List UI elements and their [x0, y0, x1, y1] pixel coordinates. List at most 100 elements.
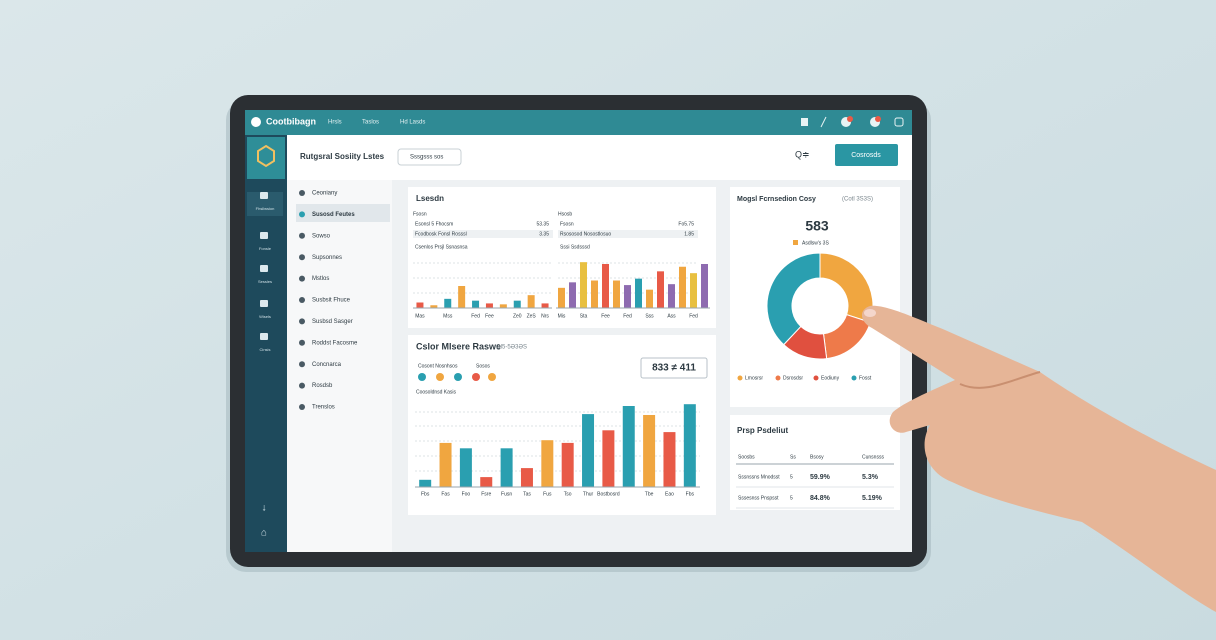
kpi-value: 583: [805, 218, 829, 234]
menu-icon[interactable]: [299, 254, 305, 261]
badge: [875, 116, 881, 122]
x-tick-label: Thur: [583, 491, 594, 497]
table-header: Bsosy: [810, 454, 824, 460]
sidebar-label: Fhsllwsion: [256, 206, 275, 211]
menu-item[interactable]: Concnarca: [312, 362, 342, 368]
table-cell: Rsososod Nosostlosuo: [560, 231, 611, 237]
top-icon: [801, 118, 808, 126]
sidebar-logo: [247, 137, 285, 179]
table-header: Ss: [790, 454, 796, 460]
nav-link[interactable]: Taslos: [362, 120, 379, 126]
bar: [668, 284, 675, 308]
table-cell: 84.8%: [810, 495, 831, 502]
nav-link[interactable]: Hrsls: [328, 120, 342, 126]
legend-dot: [851, 375, 857, 381]
x-tick-label: Sss: [645, 313, 654, 319]
table-row: [413, 220, 553, 228]
card-title: Mogsl Fcrnsedion Cosy: [737, 196, 816, 203]
table-row: [413, 230, 553, 238]
hand-skin: [861, 305, 1216, 612]
menu-icon[interactable]: [299, 361, 305, 368]
menu-icon[interactable]: [299, 232, 305, 239]
bar: [561, 442, 574, 487]
bar: [646, 289, 653, 308]
legend-dot: [813, 375, 819, 381]
menu-item[interactable]: Supsonnes: [312, 255, 342, 261]
bar: [485, 303, 493, 308]
bar: [683, 404, 696, 487]
button[interactable]: [835, 144, 898, 166]
bar: [602, 430, 615, 487]
menu-icon[interactable]: [299, 404, 305, 410]
menu-icon[interactable]: [299, 297, 305, 303]
bar: [499, 304, 507, 308]
menu-icon[interactable]: [299, 382, 305, 389]
bar: [439, 442, 452, 487]
table-cell: Fcodbosk Fonsl Rosssl: [415, 231, 467, 237]
table-cell: Esonsl 5 Fhocsm: [415, 221, 453, 227]
x-tick-label: Tso: [564, 491, 572, 497]
menu-item[interactable]: Rosdsb: [312, 383, 333, 389]
legend-dot: [472, 373, 480, 381]
menu-icon[interactable]: [299, 339, 305, 346]
bar: [569, 282, 576, 308]
top-bar: [245, 110, 912, 135]
x-tick-label: Nrs: [541, 313, 549, 319]
down-icon[interactable]: ↓: [262, 503, 267, 514]
legend-label: Sosos: [476, 363, 490, 369]
card-title: Cslor Mlsere Raswe: [416, 341, 501, 351]
sidebar-label: Sessles: [258, 279, 272, 284]
menu-item[interactable]: Susbsit Fhuce: [312, 298, 351, 304]
x-tick-label: ZeS: [527, 313, 537, 319]
legend-dot: [454, 373, 462, 381]
sidebar-icon[interactable]: [260, 265, 268, 272]
nav-link[interactable]: Hd Lasds: [400, 120, 425, 126]
bar: [643, 415, 656, 487]
menu-item[interactable]: Ceoniany: [312, 191, 337, 197]
menu-item[interactable]: Trenslos: [312, 405, 335, 411]
menu-item[interactable]: Sowso: [312, 233, 331, 239]
legend-label: Dsrosdsr: [783, 375, 803, 381]
menu-icon[interactable]: [299, 211, 305, 218]
search[interactable]: Q≑: [795, 149, 810, 159]
bar: [541, 440, 554, 487]
brand: Cootbibagn: [266, 116, 316, 126]
table-row: [558, 220, 698, 228]
menu-item[interactable]: Roddst Facosme: [312, 340, 358, 346]
bar: [663, 432, 676, 487]
table-row: [558, 230, 698, 238]
sidebar-icon[interactable]: [260, 333, 268, 340]
sidebar-label: Wisels: [259, 314, 271, 319]
x-tick-label: Sta: [580, 313, 588, 319]
menu-icon[interactable]: [299, 318, 305, 325]
table-cell: Sssesnss Pnspsst: [738, 495, 779, 501]
card-title: Lsesdn: [416, 194, 444, 203]
bar: [416, 302, 424, 308]
sidebar-icon[interactable]: [260, 192, 268, 199]
menu-icon[interactable]: [299, 190, 305, 196]
menu-item[interactable]: Susbsd Sasger: [312, 319, 353, 325]
dropdown-label: Sssgsss sos: [410, 155, 443, 161]
dropdown[interactable]: [397, 148, 462, 166]
table-cell: 53.35: [536, 221, 549, 227]
sidebar-icon[interactable]: [260, 300, 268, 307]
menu-icon[interactable]: [299, 275, 305, 282]
note-icon: [793, 240, 798, 245]
legend-dot: [436, 373, 444, 381]
home-icon[interactable]: ⌂: [261, 528, 267, 539]
x-tick-label: Mis: [558, 313, 566, 319]
x-tick-label: Fed: [623, 313, 632, 319]
bar: [500, 448, 513, 487]
table-cell: 59.9%: [810, 474, 831, 481]
sidebar-icon[interactable]: [260, 232, 268, 239]
menu-item[interactable]: Mstlos: [312, 276, 329, 282]
top-icon[interactable]: [894, 117, 904, 127]
x-tick-label: Fas: [441, 491, 450, 497]
logo-icon: [257, 144, 275, 168]
menu-item[interactable]: Susosd Feutes: [312, 212, 355, 218]
x-tick-label: Foo: [462, 491, 471, 497]
x-tick-label: Ass: [667, 313, 676, 319]
table-cell: 5.3%: [862, 474, 879, 481]
table-cell: 5.19%: [862, 495, 883, 502]
